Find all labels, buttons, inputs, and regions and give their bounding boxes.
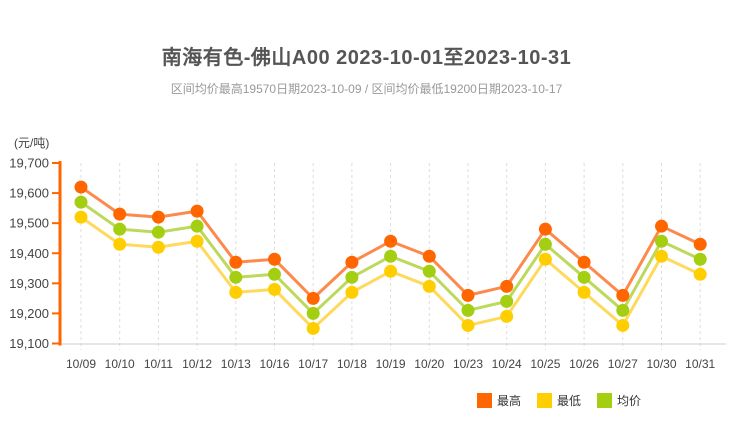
point-最高-10/17[interactable] [306, 291, 320, 305]
point-均价-10/30[interactable] [655, 234, 668, 248]
chart-legend: 最高 最低 均价 [477, 392, 657, 409]
point-最低-10/12[interactable] [190, 234, 204, 248]
point-均价-10/27[interactable] [616, 303, 630, 317]
x-axis-label: 10/10 [105, 357, 135, 371]
point-最低-10/27[interactable] [616, 318, 630, 332]
x-axis-label: 10/25 [530, 357, 560, 371]
y-axis-label: 19,700 [9, 156, 49, 171]
point-均价-10/19[interactable] [384, 249, 398, 263]
x-axis-label: 10/19 [376, 357, 406, 371]
point-最低-10/24[interactable] [500, 309, 514, 323]
x-axis-label: 10/11 [144, 357, 173, 371]
point-最低-10/30[interactable] [655, 249, 668, 263]
point-最低-10/26[interactable] [577, 285, 591, 299]
point-最高-10/24[interactable] [500, 279, 514, 293]
point-最高-10/20[interactable] [422, 249, 436, 263]
legend-item-最低[interactable]: 最低 [537, 392, 581, 409]
point-最低-10/23[interactable] [461, 318, 475, 332]
point-最高-10/09[interactable] [74, 180, 88, 194]
point-最低-10/09[interactable] [74, 210, 88, 224]
point-均价-10/10[interactable] [113, 222, 127, 236]
legend-label: 最低 [557, 394, 582, 408]
point-最低-10/19[interactable] [384, 264, 398, 278]
point-最高-10/27[interactable] [616, 288, 630, 302]
legend-item-最高[interactable]: 最高 [477, 392, 521, 409]
y-axis-label: 19,200 [9, 306, 49, 321]
point-最高-10/23[interactable] [461, 288, 475, 302]
point-最高-10/10[interactable] [113, 207, 127, 221]
point-最低-10/16[interactable] [268, 282, 281, 296]
point-最低-10/18[interactable] [345, 285, 359, 299]
legend-label: 均价 [617, 394, 642, 408]
y-axis-label: 19,500 [9, 216, 49, 231]
y-axis-label: 19,400 [9, 246, 49, 261]
point-最低-10/31[interactable] [693, 267, 707, 281]
legend-label: 最高 [497, 394, 522, 408]
point-均价-10/12[interactable] [190, 219, 204, 233]
x-axis-label: 10/09 [66, 357, 96, 371]
point-均价-10/31[interactable] [693, 252, 707, 266]
point-最低-10/13[interactable] [229, 285, 243, 299]
y-axis-label: 19,100 [9, 336, 49, 351]
point-最高-10/25[interactable] [538, 222, 552, 236]
point-最高-10/19[interactable] [384, 234, 398, 248]
point-最高-10/30[interactable] [655, 219, 668, 233]
x-axis-label: 10/20 [414, 357, 444, 371]
point-最高-10/26[interactable] [577, 255, 591, 269]
x-axis-label: 10/26 [569, 357, 599, 371]
point-最高-10/13[interactable] [229, 255, 243, 269]
point-最高-10/12[interactable] [190, 204, 204, 218]
point-最低-10/10[interactable] [113, 237, 127, 251]
point-最低-10/25[interactable] [538, 252, 552, 266]
x-axis-label: 10/12 [182, 357, 212, 371]
legend-item-均价[interactable]: 均价 [597, 392, 641, 409]
point-最高-10/18[interactable] [345, 255, 359, 269]
legend-swatch-icon [477, 393, 492, 408]
x-axis-label: 10/27 [608, 357, 638, 371]
x-axis-label: 10/24 [492, 357, 522, 371]
x-axis-label: 10/13 [221, 357, 251, 371]
point-均价-10/16[interactable] [268, 267, 281, 281]
chart-subtitle: 区间均价最高19570日期2023-10-09 / 区间均价最低19200日期2… [170, 82, 563, 96]
point-最低-10/17[interactable] [306, 321, 320, 335]
x-axis-label: 10/17 [298, 357, 328, 371]
point-最高-10/11[interactable] [151, 210, 165, 224]
point-均价-10/17[interactable] [306, 306, 320, 320]
x-axis-label: 10/16 [259, 357, 289, 371]
y-axis-unit-label: (元/吨) [14, 136, 50, 150]
point-最高-10/31[interactable] [693, 237, 707, 251]
point-均价-10/23[interactable] [461, 303, 475, 317]
point-均价-10/20[interactable] [422, 264, 436, 278]
x-axis-label: 10/18 [337, 357, 367, 371]
x-axis-label: 10/30 [646, 357, 676, 371]
y-axis-label: 19,300 [9, 276, 49, 291]
point-均价-10/13[interactable] [229, 270, 243, 284]
point-最高-10/16[interactable] [268, 252, 281, 266]
point-均价-10/11[interactable] [151, 225, 165, 239]
point-均价-10/25[interactable] [538, 237, 552, 251]
y-axis-label: 19,600 [9, 186, 49, 201]
point-均价-10/26[interactable] [577, 270, 591, 284]
x-axis-label: 10/31 [685, 357, 715, 371]
x-axis-label: 10/23 [453, 357, 483, 371]
legend-swatch-icon [537, 393, 553, 408]
point-均价-10/24[interactable] [500, 294, 514, 308]
point-均价-10/09[interactable] [74, 195, 88, 209]
point-均价-10/18[interactable] [345, 270, 359, 284]
point-最低-10/20[interactable] [422, 279, 436, 293]
point-最低-10/11[interactable] [151, 240, 165, 254]
chart-title: 南海有色-佛山A00 2023-10-01至2023-10-31 [161, 47, 572, 69]
legend-swatch-icon [597, 393, 613, 408]
